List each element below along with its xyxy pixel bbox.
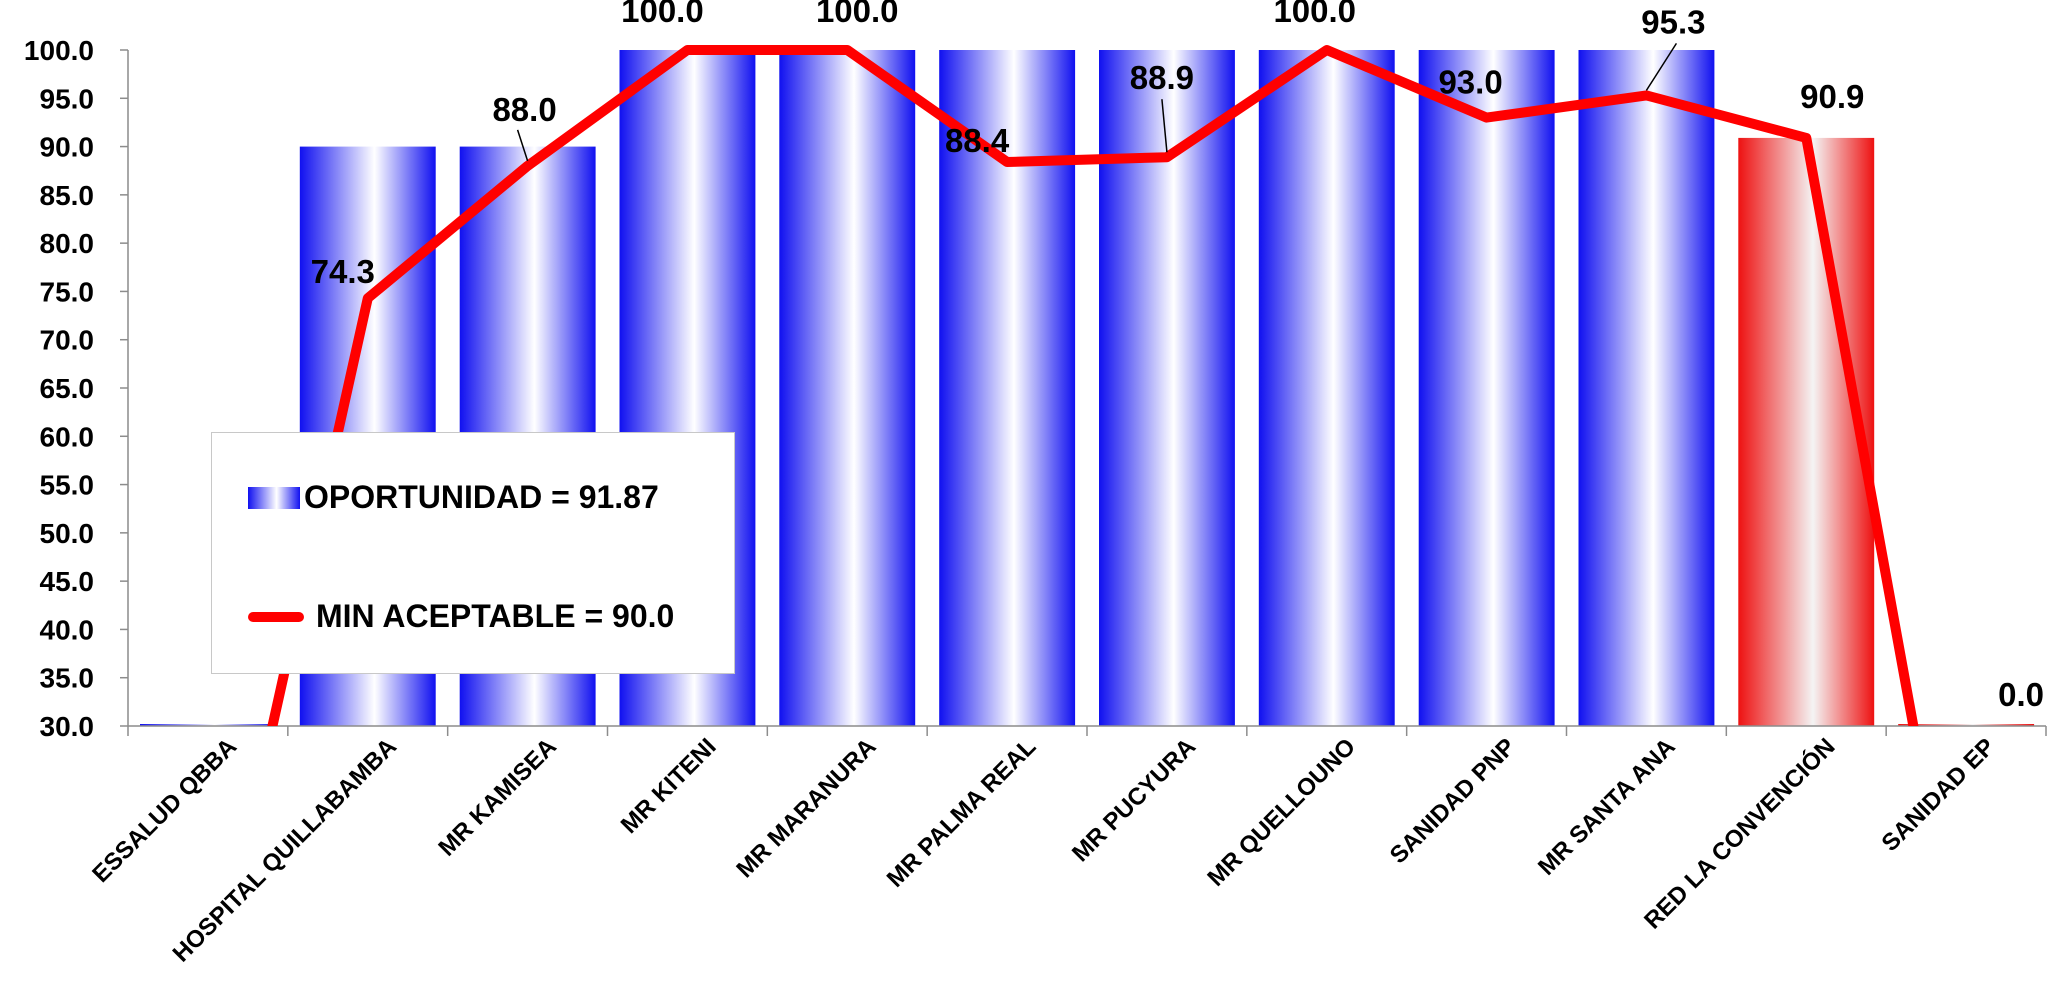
data-label: 90.9 <box>1800 78 1864 115</box>
data-label: 100.0 <box>816 0 899 29</box>
bar <box>1738 137 1875 726</box>
bar <box>1898 724 2035 726</box>
bar <box>1258 50 1395 726</box>
x-tick-label: ESSALUD QBBA <box>87 733 242 888</box>
legend-bar-label: OPORTUNIDAD = 91.87 <box>304 479 659 515</box>
y-tick-label: 65.0 <box>40 373 95 404</box>
y-tick-label: 50.0 <box>40 518 95 549</box>
y-tick-label: 35.0 <box>40 663 95 694</box>
x-tick-label: MR PALMA REAL <box>882 733 1042 893</box>
x-tick-label: MR SANTA ANA <box>1533 733 1681 881</box>
x-tick-label: MR PUCYURA <box>1067 733 1201 867</box>
x-tick-label: SANIDAD EP <box>1877 733 2001 857</box>
line-layer <box>267 45 1919 726</box>
legend-line-swatch <box>248 611 304 622</box>
data-label: 88.9 <box>1130 59 1194 96</box>
legend: OPORTUNIDAD = 91.87 MIN ACEPTABLE = 90.0 <box>211 432 735 674</box>
y-tick-label: 60.0 <box>40 421 95 452</box>
bar <box>140 724 276 726</box>
series-line <box>267 45 1919 726</box>
labels-layer: 74.3 88.0 100.0 100.0 88.4 88.9 100.0 93.0 95.3 9… <box>311 0 2044 713</box>
bar <box>1578 50 1715 726</box>
y-tick-label: 75.0 <box>40 276 95 307</box>
y-tick-label: 55.0 <box>40 470 95 501</box>
y-tick-label: 90.0 <box>40 132 95 163</box>
data-label: 88.4 <box>945 122 1010 159</box>
leader-line <box>1161 99 1168 153</box>
data-label: 0.0 <box>1998 676 2044 713</box>
data-label: 74.3 <box>311 253 375 290</box>
x-tick-label: MR MARANURA <box>731 733 881 883</box>
legend-line-label: MIN ACEPTABLE = 90.0 <box>316 598 675 634</box>
bar <box>779 50 916 726</box>
y-tick-label: 80.0 <box>40 228 95 259</box>
legend-bar-swatch <box>248 486 300 509</box>
y-tick-label: 70.0 <box>40 325 95 356</box>
data-label: 93.0 <box>1438 64 1502 101</box>
y-tick-label: 100.0 <box>24 35 94 66</box>
bar <box>1418 50 1555 726</box>
data-label: 100.0 <box>1273 0 1356 29</box>
x-tick-label: MR KAMISEA <box>433 733 561 861</box>
x-tick-label: MR QUELLOUNO <box>1202 733 1361 892</box>
x-tick-label: SANIDAD PNP <box>1385 733 1521 869</box>
y-tick-label: 85.0 <box>40 180 95 211</box>
leader-line <box>1645 42 1678 91</box>
data-label: 88.0 <box>492 91 556 128</box>
legend-item-oportunidad: OPORTUNIDAD = 91.87 <box>248 479 659 516</box>
y-tick-label: 45.0 <box>40 566 95 597</box>
y-tick-label: 30.0 <box>40 711 95 742</box>
data-label: 95.3 <box>1641 3 1705 40</box>
y-tick-label: 40.0 <box>40 614 95 645</box>
leader-line <box>516 129 529 162</box>
legend-item-min-aceptable: MIN ACEPTABLE = 90.0 <box>248 598 674 635</box>
data-label: 100.0 <box>621 0 704 29</box>
x-tick-label: MR KITENI <box>616 733 722 839</box>
y-tick-label: 95.0 <box>40 83 95 114</box>
